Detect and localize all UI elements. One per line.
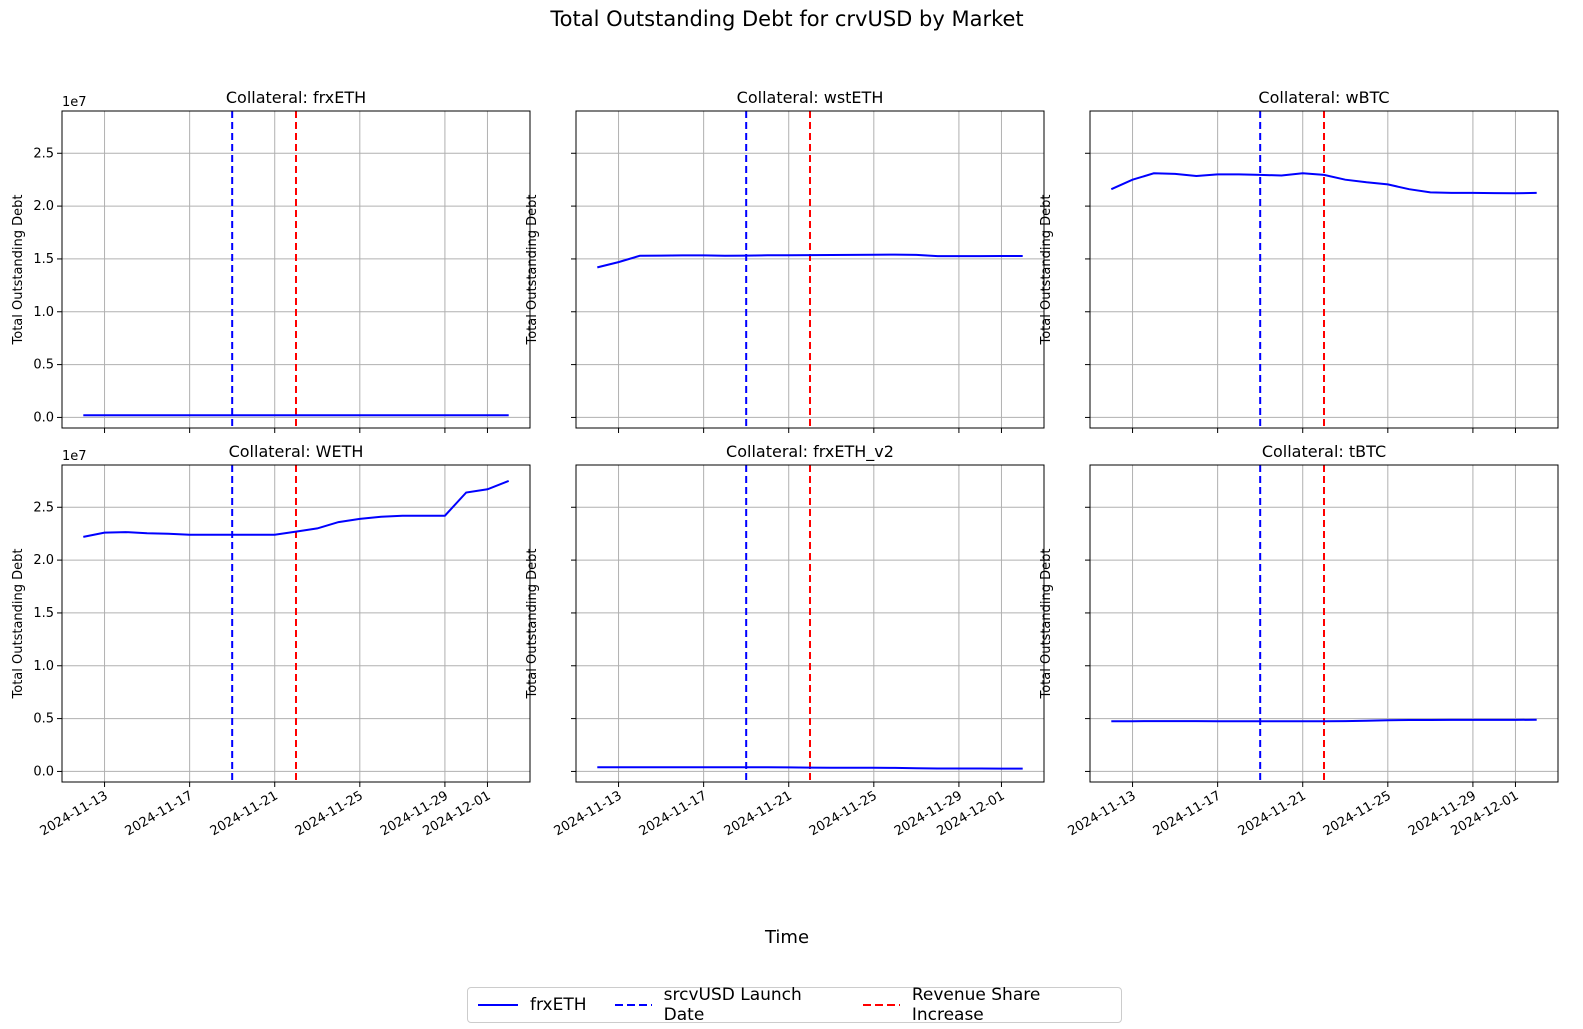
subplot-1: 0.0 0.5 1.0 1.5 2.0 2.5 Collateral: frxETH Tota…	[11, 88, 531, 433]
x-tick-label: 2024-11-13	[38, 788, 111, 839]
y-axis-label: Total Outstanding Debt	[11, 549, 26, 700]
y-tick-label: 2.5	[33, 146, 54, 161]
subplot-3: Collateral: wBTC Total Outstanding Debt	[1039, 88, 1559, 433]
legend-label: frxETH	[530, 995, 587, 1015]
y-axis-label: Total Outstanding Debt	[525, 195, 540, 346]
y-offset-text: 1e7	[62, 449, 87, 464]
x-tick-label: 2024-11-25	[1321, 788, 1394, 839]
legend-item-srcvusd-launch: srcvUSD Launch Date	[614, 985, 835, 1025]
series-line	[83, 479, 510, 538]
y-offset-text: 1e7	[62, 95, 87, 110]
chart-title: Total Outstanding Debt for crvUSD by Mar…	[549, 7, 1023, 31]
axes-frame	[1089, 110, 1559, 429]
legend-swatch-dashed-red	[862, 1004, 900, 1006]
subplot-title: Collateral: wBTC	[1258, 88, 1389, 107]
subplot-title: Collateral: WETH	[229, 442, 364, 461]
x-tick-label: 2024-11-25	[293, 788, 366, 839]
y-tick-label: 1.0	[33, 659, 54, 674]
legend-swatch-dashed-blue	[614, 1004, 652, 1006]
series-line	[597, 766, 1023, 770]
y-axis-label: Total Outstanding Debt	[525, 549, 540, 700]
axes-frame	[61, 464, 531, 783]
y-tick-label: 0.5	[33, 358, 54, 373]
x-tick-label: 2024-11-17	[637, 788, 710, 839]
subplot-title: Collateral: wstETH	[737, 88, 884, 107]
y-tick-label: 0.5	[33, 712, 54, 727]
subplot-5: 2024-11-13 2024-11-17 2024-11-21 2024-11-25…	[525, 442, 1045, 839]
legend-swatch-solid-blue	[478, 1004, 518, 1006]
y-tick-label: 1.5	[33, 252, 54, 267]
y-axis-label: Total Outstanding Debt	[11, 195, 26, 346]
y-tick-label: 2.0	[33, 199, 54, 214]
y-tick-label: 1.0	[33, 305, 54, 320]
x-tick-label: 2024-11-13	[1066, 788, 1139, 839]
y-axis-label: Total Outstanding Debt	[1039, 549, 1054, 700]
legend-item-frxeth: frxETH	[478, 995, 587, 1015]
series-line	[1111, 718, 1537, 723]
x-tick-label: 2024-11-17	[1151, 788, 1224, 839]
subplot-grid: 0.0 0.5 1.0 1.5 2.0 2.5 Collateral: frxETH Tota…	[11, 88, 1559, 839]
subplot-6: 2024-11-13 2024-11-17 2024-11-21 2024-11-25…	[1039, 442, 1559, 839]
subplot-title: Collateral: tBTC	[1262, 442, 1386, 461]
axes-frame	[575, 464, 1045, 783]
x-tick-label: 2024-11-13	[552, 788, 625, 839]
x-tick-label: 2024-11-21	[208, 788, 281, 839]
series-line	[1110, 172, 1537, 195]
axes-frame	[575, 110, 1045, 429]
axes-frame	[1089, 464, 1559, 783]
x-tick-label: 2024-11-25	[807, 788, 880, 839]
x-tick-label: 2024-11-21	[722, 788, 795, 839]
y-tick-label: 0.0	[33, 764, 54, 779]
y-tick-label: 0.0	[33, 410, 54, 425]
subplot-2: Collateral: wstETH Total Outstanding Debt	[525, 88, 1045, 433]
x-tick-label: 2024-11-17	[123, 788, 196, 839]
y-tick-label: 1.5	[33, 606, 54, 621]
x-tick-label: 2024-11-21	[1236, 788, 1309, 839]
legend-label: srcvUSD Launch Date	[663, 985, 802, 1025]
series-line	[597, 253, 1023, 269]
legend-item-revenue-share: Revenue Share Increase	[862, 985, 1103, 1025]
y-tick-label: 2.5	[33, 500, 54, 515]
y-axis-label: Total Outstanding Debt	[1039, 195, 1054, 346]
legend: frxETH srcvUSD Launch Date Revenue Share…	[467, 985, 1122, 1025]
subplot-title: Collateral: frxETH	[226, 88, 366, 107]
figure-x-axis-label: Time	[764, 927, 809, 948]
subplot-title: Collateral: frxETH_v2	[726, 442, 894, 462]
legend-label: Revenue Share Increase	[911, 985, 1041, 1025]
y-tick-label: 2.0	[33, 553, 54, 568]
axes-frame	[61, 110, 531, 429]
